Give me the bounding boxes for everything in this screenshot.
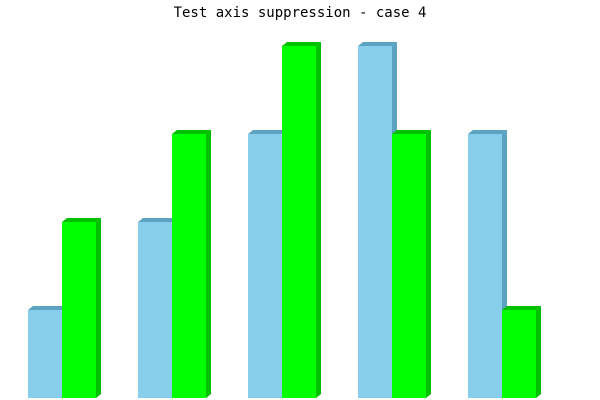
bar-top <box>358 42 397 46</box>
bar-series1-2 <box>138 218 177 398</box>
bar-series2-4 <box>392 130 431 398</box>
bar-side <box>426 130 431 398</box>
bar-top <box>468 130 507 134</box>
bar-series1-5 <box>468 130 507 398</box>
bar-front <box>282 46 316 398</box>
bar-top <box>392 130 431 134</box>
bar-series1-3 <box>248 130 287 398</box>
bar-front <box>28 310 62 398</box>
chart-title: Test axis suppression - case 4 <box>173 5 427 21</box>
bar-front <box>138 222 172 398</box>
bar-front <box>172 134 206 398</box>
bar-front <box>392 134 426 398</box>
bar-front <box>358 46 392 398</box>
bar-series2-5 <box>502 306 541 398</box>
bar-side <box>96 218 101 398</box>
bar-top <box>28 306 67 310</box>
bar-series2-2 <box>172 130 211 398</box>
bar-side <box>536 306 541 398</box>
bar-front <box>468 134 502 398</box>
bar-front <box>62 222 96 398</box>
bar-top <box>248 130 287 134</box>
bar-top <box>502 306 541 310</box>
bar-series2-3 <box>282 42 321 398</box>
bar-series2-1 <box>62 218 101 398</box>
bar-series1-1 <box>28 306 67 398</box>
bar-top <box>138 218 177 222</box>
bar-front <box>248 134 282 398</box>
bar-side <box>316 42 321 398</box>
bar-front <box>502 310 536 398</box>
bar-top <box>62 218 101 222</box>
bar-side <box>206 130 211 398</box>
bar-top <box>172 130 211 134</box>
bar-top <box>282 42 321 46</box>
bar-series1-4 <box>358 42 397 398</box>
